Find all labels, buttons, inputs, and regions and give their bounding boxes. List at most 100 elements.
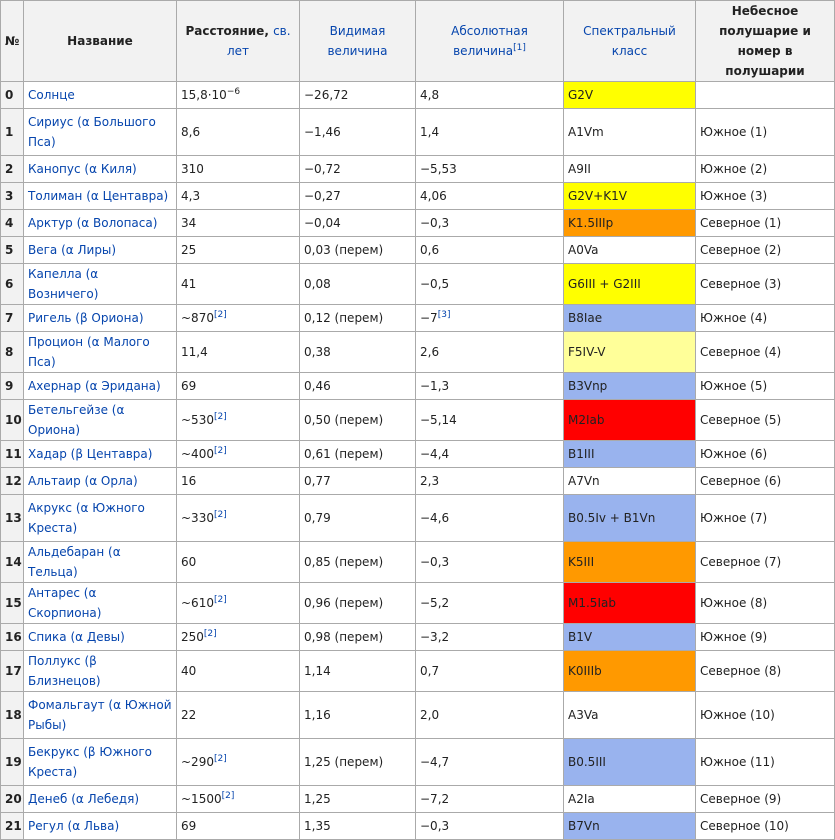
table-row: 14 Альдебаран (α Тельца) 60 0,85 (перем) −0,… (0, 541, 835, 583)
distance-value: ~330 (181, 511, 214, 525)
star-name-link[interactable]: Вега (α Лиры) (28, 243, 117, 257)
absolute-value: −7 (420, 311, 438, 325)
distance-reference[interactable]: [2] (213, 510, 227, 520)
cell-absolute-magnitude: 2,6 (415, 331, 564, 373)
star-name-link[interactable]: Канопус (α Киля) (28, 162, 137, 176)
cell-absolute-magnitude: 4,8 (415, 81, 564, 109)
absolute-reference[interactable]: [3] (437, 310, 451, 320)
absolute-value: −4,4 (420, 447, 450, 461)
star-name-link[interactable]: Толиман (α Центавра) (28, 189, 169, 203)
cell-number: 4 (0, 209, 24, 237)
distance-reference[interactable]: [2] (213, 754, 227, 764)
star-name-link[interactable]: Капелла (α Возничего) (28, 267, 99, 301)
star-name-link[interactable]: Фомальгаут (α Южной Рыбы) (28, 698, 172, 732)
cell-spectral-class: A2Ia (563, 785, 696, 813)
header-absolute[interactable]: Абсолютная величина[1] (415, 0, 564, 82)
header-absolute-ref[interactable]: [1] (513, 43, 526, 53)
header-spectral[interactable]: Спектральный класс (563, 0, 696, 82)
cell-spectral-class: A7Vn (563, 467, 696, 495)
distance-value: 310 (181, 162, 204, 176)
cell-number: 21 (0, 812, 24, 840)
distance-value: 250 (181, 630, 204, 644)
cell-number: 5 (0, 236, 24, 264)
cell-hemisphere: Южное (8) (695, 582, 835, 624)
header-distance-link[interactable]: св. лет (226, 24, 291, 58)
cell-apparent-magnitude: 1,35 (299, 812, 416, 840)
star-name-link[interactable]: Хадар (β Центавра) (28, 447, 153, 461)
distance-reference[interactable]: [2] (203, 629, 217, 639)
cell-apparent-magnitude: −0,72 (299, 155, 416, 183)
star-name-link[interactable]: Бетельгейзе (α Ориона) (28, 403, 125, 437)
star-name-link[interactable]: Ригель (β Ориона) (28, 311, 144, 325)
cell-number: 6 (0, 263, 24, 305)
table-row: 0 Солнце 15,8·10−6 −26,72 4,8 G2V (0, 81, 835, 109)
absolute-value: −7,2 (420, 792, 450, 806)
cell-hemisphere: Южное (10) (695, 691, 835, 739)
cell-hemisphere: Северное (7) (695, 541, 835, 583)
cell-number: 9 (0, 372, 24, 400)
cell-spectral-class: B0.5III (563, 738, 696, 786)
cell-distance: 4,3 (176, 182, 300, 210)
absolute-value: 2,3 (420, 474, 440, 488)
absolute-value: −5,2 (420, 596, 450, 610)
table-row: 18 Фомальгаут (α Южной Рыбы) 22 1,16 2,0 A3Va… (0, 691, 835, 739)
table-row: 11 Хадар (β Центавра) ~400[2] 0,61 (перем) −… (0, 440, 835, 468)
cell-apparent-magnitude: 1,14 (299, 650, 416, 692)
cell-absolute-magnitude: 0,6 (415, 236, 564, 264)
distance-value: 69 (181, 819, 197, 833)
distance-value: 40 (181, 664, 197, 678)
cell-number: 12 (0, 467, 24, 495)
star-name-link[interactable]: Арктур (α Волопаса) (28, 216, 158, 230)
distance-value: 34 (181, 216, 197, 230)
cell-name: Арктур (α Волопаса) (23, 209, 177, 237)
star-name-link[interactable]: Бекрукс (β Южного Креста) (28, 745, 152, 779)
cell-number: 7 (0, 304, 24, 332)
distance-value: 16 (181, 474, 197, 488)
cell-hemisphere: Южное (7) (695, 494, 835, 542)
cell-absolute-magnitude: −5,2 (415, 582, 564, 624)
cell-hemisphere: Северное (5) (695, 399, 835, 441)
cell-apparent-magnitude: 0,61 (перем) (299, 440, 416, 468)
distance-reference[interactable]: [2] (213, 310, 227, 320)
absolute-value: −0,3 (420, 819, 450, 833)
distance-reference[interactable]: [2] (213, 595, 227, 605)
cell-number: 14 (0, 541, 24, 583)
star-name-link[interactable]: Солнце (28, 88, 75, 102)
distance-reference[interactable]: [2] (221, 791, 235, 801)
star-name-link[interactable]: Регул (α Льва) (28, 819, 120, 833)
distance-reference[interactable]: [2] (213, 446, 227, 456)
cell-spectral-class: M1.5Iab (563, 582, 696, 624)
star-name-link[interactable]: Денеб (α Лебедя) (28, 792, 139, 806)
star-name-link[interactable]: Поллукс (β Близнецов) (28, 654, 101, 688)
distance-reference[interactable]: [2] (213, 412, 227, 422)
cell-spectral-class: B3Vnp (563, 372, 696, 400)
cell-distance: 40 (176, 650, 300, 692)
cell-absolute-magnitude: −5,53 (415, 155, 564, 183)
cell-spectral-class: F5IV-V (563, 331, 696, 373)
cell-apparent-magnitude: 0,08 (299, 263, 416, 305)
cell-name: Спика (α Девы) (23, 623, 177, 651)
cell-distance: 41 (176, 263, 300, 305)
table-row: 13 Акрукс (α Южного Креста) ~330[2] 0,79 −4,… (0, 494, 835, 542)
cell-name: Хадар (β Центавра) (23, 440, 177, 468)
header-absolute-label[interactable]: Абсолютная величина (451, 24, 528, 58)
table-row: 3 Толиман (α Центавра) 4,3 −0,27 4,06 G2V+K1V… (0, 182, 835, 210)
star-name-link[interactable]: Спика (α Девы) (28, 630, 125, 644)
star-name-link[interactable]: Сириус (α Большого Пса) (28, 115, 156, 149)
header-apparent[interactable]: Видимая величина (299, 0, 416, 82)
cell-apparent-magnitude: −0,27 (299, 182, 416, 210)
cell-spectral-class: G2V+K1V (563, 182, 696, 210)
star-name-link[interactable]: Ахернар (α Эридана) (28, 379, 161, 393)
absolute-value: −1,3 (420, 379, 450, 393)
star-name-link[interactable]: Альтаир (α Орла) (28, 474, 138, 488)
star-name-link[interactable]: Антарес (α Скорпиона) (28, 586, 102, 620)
star-name-link[interactable]: Акрукс (α Южного Креста) (28, 501, 145, 535)
cell-distance: ~870[2] (176, 304, 300, 332)
cell-hemisphere: Южное (11) (695, 738, 835, 786)
cell-hemisphere: Южное (9) (695, 623, 835, 651)
cell-number: 13 (0, 494, 24, 542)
cell-number: 3 (0, 182, 24, 210)
star-name-link[interactable]: Альдебаран (α Тельца) (28, 545, 121, 579)
cell-number: 2 (0, 155, 24, 183)
star-name-link[interactable]: Процион (α Малого Пса) (28, 335, 150, 369)
